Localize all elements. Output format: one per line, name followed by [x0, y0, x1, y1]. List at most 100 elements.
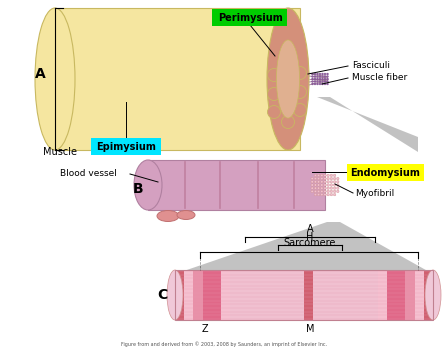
Ellipse shape — [317, 184, 320, 186]
Ellipse shape — [316, 83, 319, 85]
Ellipse shape — [293, 67, 306, 80]
Ellipse shape — [425, 270, 441, 320]
Ellipse shape — [330, 181, 333, 183]
Ellipse shape — [327, 174, 329, 177]
Ellipse shape — [324, 75, 326, 77]
Ellipse shape — [311, 75, 314, 77]
Polygon shape — [249, 270, 258, 320]
Ellipse shape — [321, 174, 323, 177]
Ellipse shape — [324, 83, 326, 85]
Ellipse shape — [167, 270, 183, 320]
Text: Perimysium: Perimysium — [218, 13, 282, 23]
Ellipse shape — [319, 78, 321, 80]
Polygon shape — [175, 222, 433, 274]
Ellipse shape — [324, 81, 326, 82]
Ellipse shape — [322, 73, 323, 75]
Ellipse shape — [276, 40, 300, 118]
Ellipse shape — [314, 190, 317, 193]
Ellipse shape — [281, 98, 294, 111]
Ellipse shape — [327, 177, 329, 180]
Ellipse shape — [317, 181, 320, 183]
Polygon shape — [405, 270, 414, 320]
Polygon shape — [424, 270, 433, 320]
Ellipse shape — [324, 190, 326, 193]
Ellipse shape — [324, 73, 326, 75]
Polygon shape — [202, 270, 212, 320]
Polygon shape — [175, 270, 184, 320]
Ellipse shape — [316, 73, 319, 75]
Text: Blood vessel: Blood vessel — [60, 170, 116, 178]
Ellipse shape — [311, 73, 314, 75]
Ellipse shape — [324, 184, 326, 186]
Ellipse shape — [330, 184, 333, 186]
Ellipse shape — [321, 184, 323, 186]
Ellipse shape — [319, 81, 321, 82]
Ellipse shape — [281, 58, 294, 71]
Polygon shape — [230, 270, 240, 320]
Ellipse shape — [327, 187, 329, 189]
Ellipse shape — [327, 184, 329, 186]
Polygon shape — [341, 270, 350, 320]
Polygon shape — [317, 97, 418, 152]
Text: Z: Z — [202, 324, 208, 334]
Polygon shape — [276, 270, 285, 320]
Polygon shape — [396, 270, 405, 320]
Ellipse shape — [267, 69, 280, 82]
Ellipse shape — [327, 190, 329, 193]
Text: Myofibril: Myofibril — [355, 189, 394, 199]
Polygon shape — [378, 270, 387, 320]
Ellipse shape — [314, 83, 316, 85]
Ellipse shape — [311, 78, 314, 80]
Ellipse shape — [321, 177, 323, 180]
Text: C: C — [157, 288, 167, 302]
Ellipse shape — [322, 75, 323, 77]
Ellipse shape — [321, 181, 323, 183]
Ellipse shape — [316, 78, 319, 80]
Ellipse shape — [293, 103, 306, 117]
Polygon shape — [285, 270, 295, 320]
Ellipse shape — [281, 78, 294, 92]
Ellipse shape — [317, 187, 320, 189]
Ellipse shape — [314, 184, 317, 186]
Ellipse shape — [311, 187, 314, 189]
Polygon shape — [267, 270, 276, 320]
Ellipse shape — [311, 81, 314, 82]
Ellipse shape — [316, 81, 319, 82]
Ellipse shape — [311, 190, 314, 193]
Ellipse shape — [336, 177, 339, 180]
Text: H: H — [306, 232, 314, 242]
Ellipse shape — [314, 81, 316, 82]
Ellipse shape — [327, 78, 328, 80]
Text: Sarcomere: Sarcomere — [284, 238, 336, 248]
Polygon shape — [332, 270, 341, 320]
Ellipse shape — [321, 193, 323, 196]
Ellipse shape — [319, 73, 321, 75]
Ellipse shape — [311, 83, 314, 85]
Polygon shape — [369, 270, 378, 320]
Ellipse shape — [322, 78, 323, 80]
Ellipse shape — [324, 181, 326, 183]
Ellipse shape — [314, 193, 317, 196]
Ellipse shape — [327, 193, 329, 196]
Text: Fasciculi: Fasciculi — [352, 62, 390, 70]
Ellipse shape — [267, 8, 309, 150]
Ellipse shape — [322, 83, 323, 85]
Ellipse shape — [311, 184, 314, 186]
Text: Muscle: Muscle — [43, 147, 77, 157]
Ellipse shape — [177, 210, 195, 220]
Polygon shape — [359, 270, 369, 320]
Text: Epimysium: Epimysium — [96, 142, 156, 152]
Polygon shape — [212, 270, 221, 320]
Text: Figure from and derived from © 2003, 2008 by Saunders, an imprint of Elsevier In: Figure from and derived from © 2003, 200… — [121, 341, 327, 347]
Ellipse shape — [319, 83, 321, 85]
Text: A: A — [34, 67, 45, 81]
Ellipse shape — [327, 83, 328, 85]
Ellipse shape — [314, 78, 316, 80]
Ellipse shape — [333, 193, 336, 196]
Ellipse shape — [330, 187, 333, 189]
Ellipse shape — [324, 177, 326, 180]
Ellipse shape — [333, 174, 336, 177]
Ellipse shape — [324, 174, 326, 177]
Ellipse shape — [336, 187, 339, 189]
Ellipse shape — [267, 106, 280, 119]
